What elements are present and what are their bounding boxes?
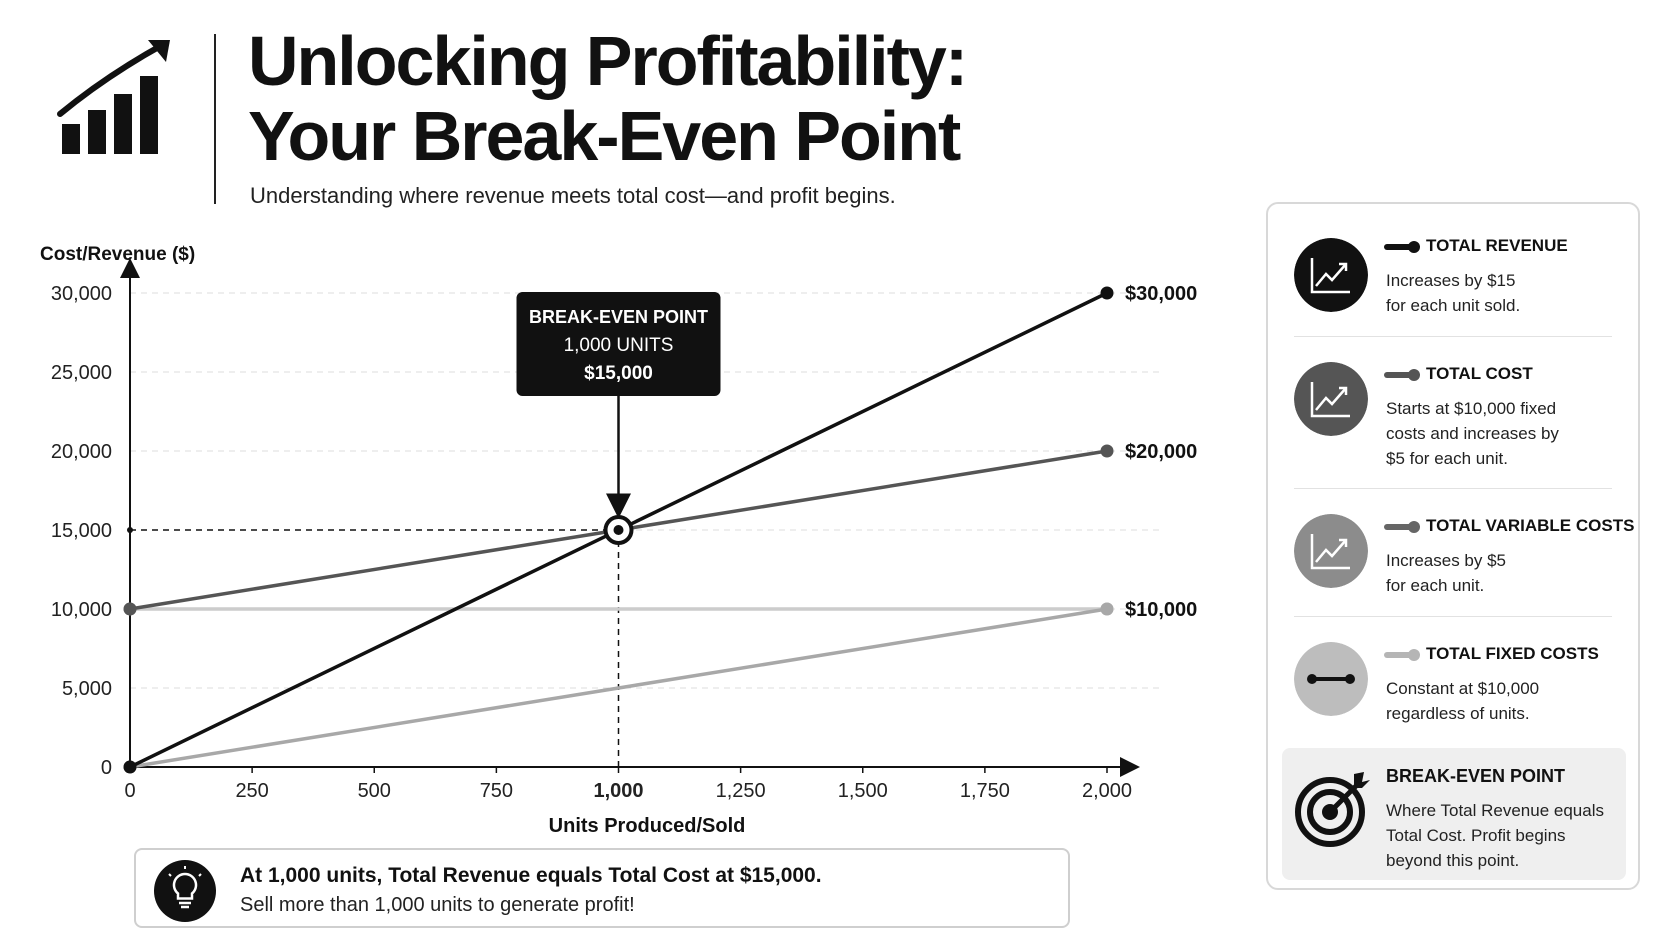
trend-up-icon (1294, 238, 1368, 312)
legend-panel: TOTAL REVENUE Increases by $15 for each u… (1266, 202, 1640, 890)
note-text: Sell more than 1,000 units to generate p… (240, 894, 635, 916)
note-headline: At 1,000 units, Total Revenue equals Tot… (240, 864, 822, 887)
x-tick-label: 750 (480, 780, 513, 802)
y-tick-label: 20,000 (51, 441, 112, 463)
y-tick-label: 10,000 (51, 599, 112, 621)
break-even-chart: $10,000 $20,000 $30,000 0 5,000 10,000 15,000… (40, 244, 1197, 837)
break-even-note: At 1,000 units, Total Revenue equals Tot… (134, 848, 1070, 928)
break-even-callout (516, 292, 721, 396)
legend-label: TOTAL REVENUE (1426, 236, 1568, 255)
series-start-point (123, 602, 137, 616)
series-end-point (1100, 444, 1114, 458)
series-end-point (1100, 602, 1114, 616)
series-end-label: $20,000 (1125, 441, 1197, 463)
legend-divider (1294, 488, 1612, 489)
legend-label: TOTAL VARIABLE COSTS (1426, 516, 1635, 535)
trend-up-icon (1294, 514, 1368, 588)
page-subtitle: Understanding where revenue meets total … (250, 183, 896, 208)
x-tick-label: 2,000 (1082, 780, 1132, 802)
header-divider (214, 34, 216, 204)
x-tick-label: 0 (124, 780, 135, 802)
x-tick-label: 500 (358, 780, 391, 802)
legend-description: Increases by $5 for each unit. (1386, 551, 1507, 595)
legend-description: Starts at $10,000 fixed costs and increas… (1386, 399, 1559, 468)
y-tick-label: 5,000 (62, 678, 112, 700)
y-tick-label: 15,000 (51, 520, 112, 542)
legend-divider (1294, 336, 1612, 337)
break-even-annotation: BREAK-EVEN POINT 1,000 UNITS $15,000 (516, 292, 721, 545)
legend-label: TOTAL COST (1426, 364, 1533, 383)
series-start-point (123, 760, 137, 774)
x-tick-label: 1,750 (960, 780, 1010, 802)
legend-swatch (1384, 521, 1420, 533)
legend-divider (1294, 616, 1612, 617)
x-tick-label: 1,250 (716, 780, 766, 802)
y-tick-label: 25,000 (51, 362, 112, 384)
title-line-1: Unlocking Profitability: (248, 22, 968, 100)
legend-label: BREAK-EVEN POINT (1386, 766, 1566, 786)
callout-units: 1,000 UNITS (564, 335, 674, 356)
break-even-marker-dot (613, 525, 624, 535)
x-tick-label: 250 (235, 780, 268, 802)
y-tick-label: 0 (101, 757, 112, 779)
axes (120, 258, 1140, 777)
tick-labels: 0 5,000 10,000 15,000 20,000 25,000 30,000 0 250… (51, 283, 1132, 802)
y-axis-label: Cost/Revenue ($) (40, 244, 195, 265)
x-axis-label: Units Produced/Sold (549, 815, 746, 837)
legend-description: Increases by $15 for each unit sold. (1386, 271, 1521, 315)
legend-swatch (1384, 241, 1420, 253)
target-icon (1295, 772, 1370, 847)
title-line-2: Your Break-Even Point (248, 97, 961, 175)
series-end-label: $10,000 (1125, 599, 1197, 621)
legend-swatch (1384, 649, 1420, 661)
series-line-total-variable-costs (128, 607, 1109, 769)
x-tick-label: 1,500 (838, 780, 888, 802)
lightbulb-icon (154, 860, 216, 922)
legend-label: TOTAL FIXED COSTS (1426, 644, 1599, 663)
x-tick-label: 1,000 (593, 780, 643, 802)
series-end-point (1100, 286, 1114, 300)
callout-value: $15,000 (584, 363, 653, 384)
legend-description: Where Total Revenue equals Total Cost. Pr… (1386, 801, 1604, 870)
legend-swatch (1384, 369, 1420, 381)
growth-chart-icon (57, 40, 170, 154)
trend-up-icon (1294, 362, 1368, 436)
page-title: Unlocking Profitability: Your Break-Even… (248, 22, 968, 175)
y-tick-label: 30,000 (51, 283, 112, 305)
flat-line-icon (1294, 642, 1368, 716)
series-end-label: $30,000 (1125, 283, 1197, 305)
callout-title: BREAK-EVEN POINT (529, 307, 708, 327)
legend-description: Constant at $10,000 regardless of units. (1386, 679, 1540, 723)
legend-item-break-even-point: BREAK-EVEN POINT Where Total Revenue equ… (1282, 748, 1626, 880)
